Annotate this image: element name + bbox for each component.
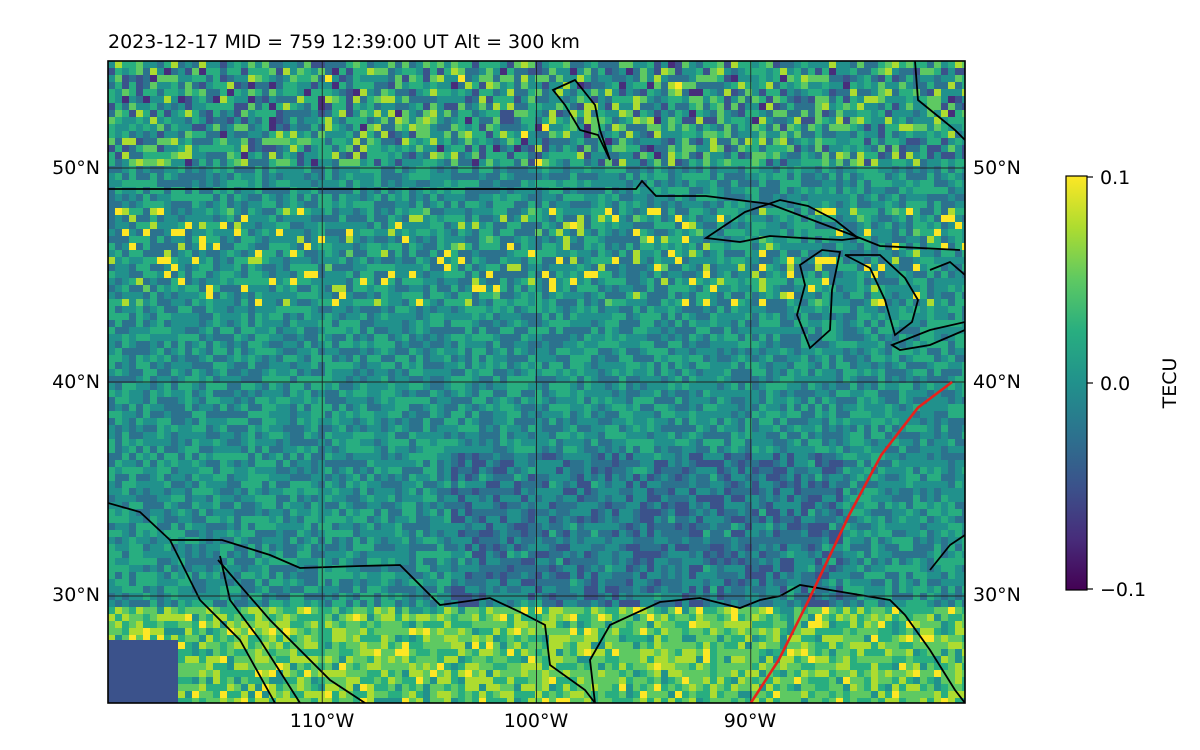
lat-labels-left: 30°N 40°N 50°N [52, 157, 100, 606]
us-canada-border [108, 179, 961, 251]
lake-michigan [796, 249, 842, 350]
baja-coast [169, 539, 276, 703]
colorbar-tick-max: 0.1 [1100, 167, 1130, 189]
lat-label-40-left: 40°N [52, 371, 100, 393]
plot-title: 2023-12-17 MID = 759 12:39:00 UT Alt = 3… [108, 31, 580, 53]
lat-label-50-right: 50°N [973, 157, 1021, 179]
lon-label-90: 90°W [724, 710, 777, 732]
lat-label-30-right: 30°N [973, 584, 1021, 606]
lat-labels-right: 30°N 40°N 50°N [973, 157, 1021, 606]
mainland-coast [219, 555, 301, 703]
coastlines [108, 61, 965, 703]
northeast-coast [914, 61, 965, 141]
lon-label-110: 110°W [290, 710, 355, 732]
lake-superior [703, 199, 861, 243]
lat-label-40-right: 40°N [973, 371, 1021, 393]
texas-coast [589, 584, 965, 703]
florida-east [929, 534, 965, 571]
colorbar-gradient [1065, 175, 1088, 591]
low-tec-region [108, 640, 178, 703]
gulf-coast [108, 502, 596, 703]
lat-label-50-left: 50°N [52, 157, 100, 179]
lon-labels: 110°W 100°W 90°W [290, 710, 777, 732]
graticule [108, 61, 965, 703]
mexico-west [217, 559, 366, 703]
hudson-edge [551, 78, 611, 161]
colorbar-tick-min: −0.1 [1100, 579, 1146, 601]
map-frame [107, 60, 966, 704]
tec-map [108, 61, 965, 703]
lat-label-30-left: 30°N [52, 584, 100, 606]
colorbar-label: TECU [1159, 358, 1181, 410]
colorbar: 0.1 0.0 −0.1 TECU [1065, 167, 1181, 601]
lake-erie [890, 321, 965, 351]
lake-ontario-edge [929, 260, 965, 276]
lake-huron [844, 254, 919, 337]
satellite-track [749, 380, 953, 703]
colorbar-tick-zero: 0.0 [1100, 373, 1130, 395]
lon-label-100: 100°W [504, 710, 569, 732]
